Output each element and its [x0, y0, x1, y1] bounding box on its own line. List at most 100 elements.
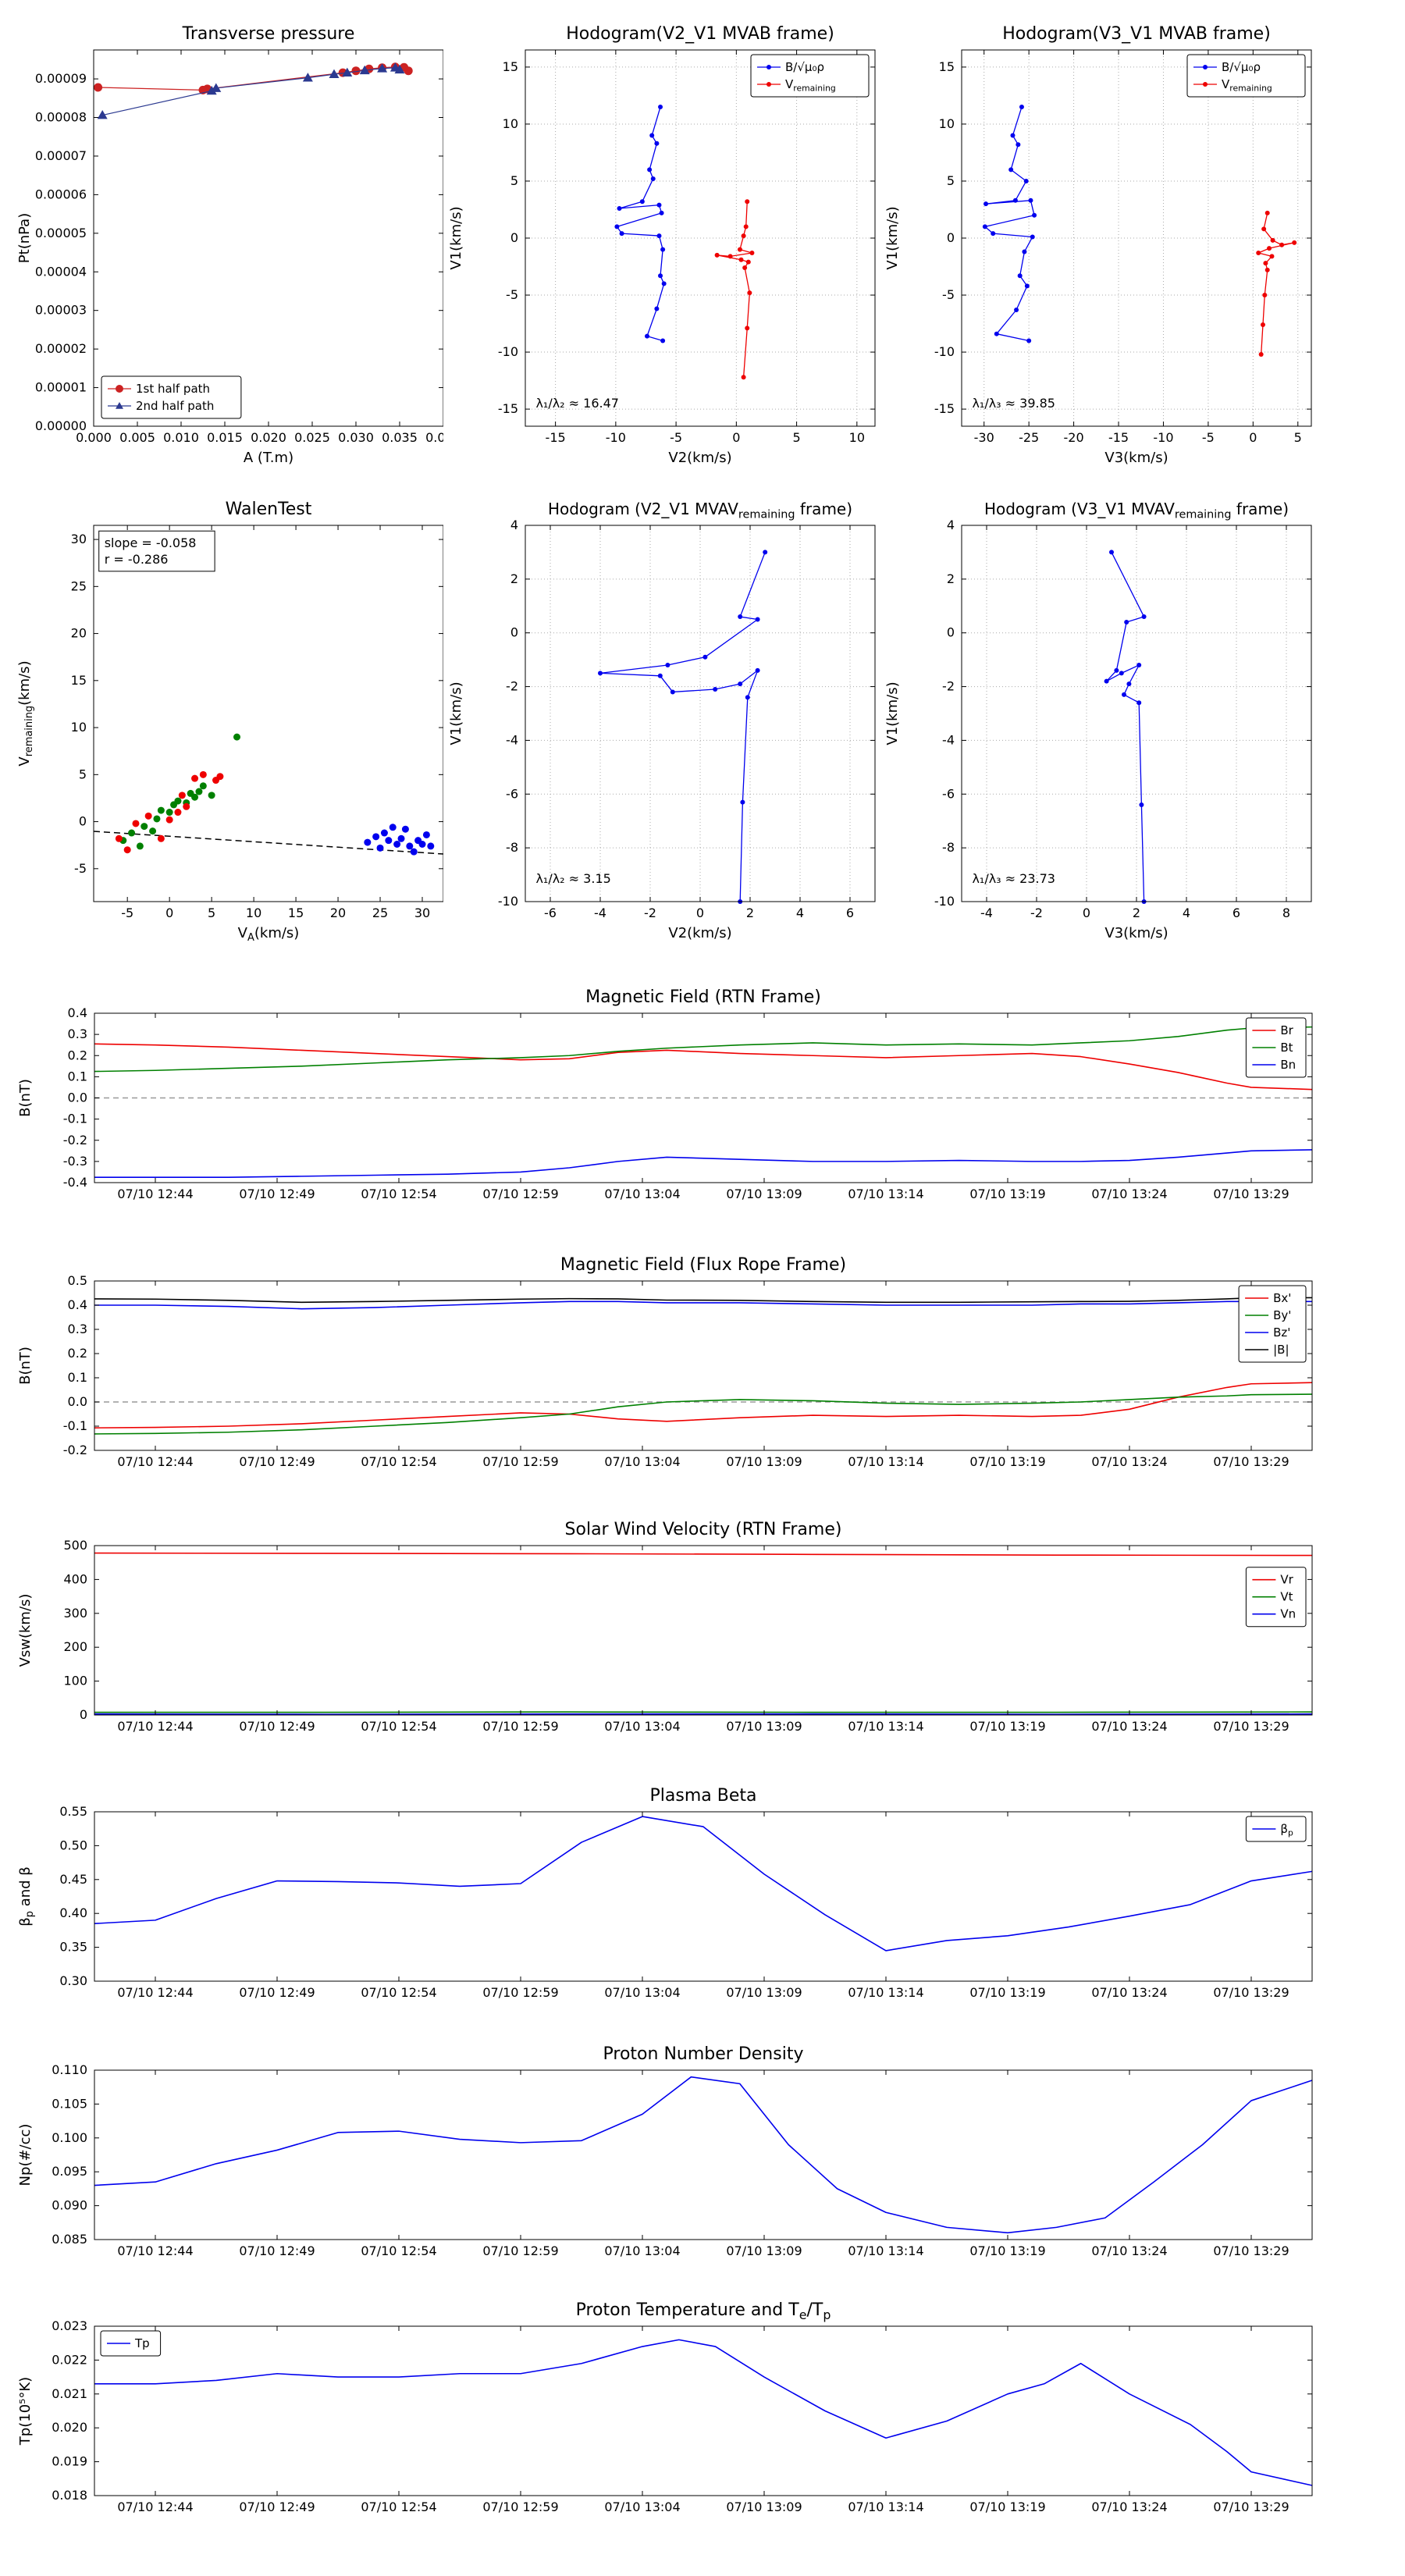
x-tick-label: 0.030	[338, 430, 374, 445]
svg-proton-density: 07/10 12:44 07/10 12:49 07/10 12:54 07/10 1…	[12, 2041, 1332, 2275]
x-tick-label: -20	[1064, 430, 1084, 445]
y-tick-label: 0	[947, 625, 955, 640]
y-tick-label: -4	[506, 732, 518, 747]
x-axis-label: VA(km/s)	[238, 925, 300, 944]
series-Bn	[94, 1149, 1313, 1179]
chart-solar-wind-velocity: 07/10 12:44 07/10 12:49 07/10 12:54 07/10 1…	[12, 1516, 1332, 1753]
x-tick-label: 07/10 12:44	[117, 1985, 193, 2000]
y-axis-label: βp and β	[17, 1866, 36, 1927]
y-tick-label: 0.00000	[35, 418, 87, 433]
series-By'	[94, 1393, 1313, 1435]
y-tick-label: 0.4	[68, 1005, 87, 1020]
y-tick-label: 0.00006	[35, 187, 87, 201]
y-tick-label: 0.55	[59, 1804, 87, 1819]
y-tick-label: 0.1	[68, 1069, 87, 1083]
x-tick-label: 0	[732, 430, 740, 445]
x-tick-label: 5	[1294, 430, 1302, 445]
legend: Br Bt Bn	[1245, 1017, 1307, 1078]
series-walen-test-0	[93, 831, 444, 855]
legend-label: Bn	[1280, 1058, 1296, 1072]
x-tick-label: -15	[546, 430, 566, 445]
x-tick-label: 07/10 12:54	[361, 1187, 436, 1201]
x-tick-label: 07/10 12:54	[361, 2500, 436, 2514]
svg-plasma-beta: 07/10 12:44 07/10 12:49 07/10 12:54 07/10 1…	[12, 1782, 1332, 2016]
y-tick-label: 0.1	[68, 1370, 87, 1385]
x-axis-label: V3(km/s)	[1104, 450, 1168, 466]
legend: Bx' By' Bz' |B|	[1238, 1285, 1307, 1363]
y-tick-label: 0.35	[59, 1940, 87, 1955]
y-tick-label: 0.022	[52, 2352, 87, 2367]
y-tick-label: 0.00009	[35, 71, 87, 86]
x-tick-label: 0.015	[207, 430, 243, 445]
y-tick-label: 0.2	[68, 1346, 87, 1361]
series-hodogram-v3v1-mvav-0	[1105, 552, 1145, 902]
series-B/√μ₀ρ	[616, 106, 665, 342]
y-tick-label: -2	[942, 679, 955, 694]
chart-title: Plasma Beta	[650, 1786, 757, 1806]
svg-transverse-pressure: 0.000 0.005 0.010 0.015 0.020 0.025 0.030 0.035…	[12, 17, 461, 473]
x-axis-label: V3(km/s)	[1104, 925, 1168, 941]
chart-title: Hodogram (V2_V1 MVAVremaining frame)	[548, 500, 852, 521]
x-tick-label: 0	[696, 906, 704, 920]
y-tick-label: 5	[79, 767, 87, 781]
y-tick-label: 2	[947, 571, 955, 586]
y-tick-label: 400	[63, 1571, 87, 1586]
y-tick-label: -0.2	[63, 1443, 87, 1457]
legend-label: 1st half path	[136, 382, 210, 396]
x-tick-label: 07/10 13:14	[848, 1719, 923, 1734]
x-tick-label: 07/10 12:54	[361, 1985, 436, 2000]
x-tick-label: 6	[846, 906, 854, 920]
x-tick-label: 07/10 13:14	[848, 2500, 923, 2514]
x-tick-label: 07/10 12:59	[482, 1454, 558, 1469]
x-tick-label: 07/10 12:54	[361, 1719, 436, 1734]
y-axis-label: Tp(10⁵°K)	[17, 2377, 34, 2446]
series-Bt	[94, 1026, 1313, 1073]
chart-title: Solar Wind Velocity (RTN Frame)	[565, 1520, 842, 1539]
legend-label: B/√μ₀ρ	[1222, 60, 1261, 74]
y-tick-label: 10	[503, 116, 518, 131]
annotation-text: λ₁/λ₂ ≈ 3.15	[535, 871, 610, 886]
legend: Tp	[100, 2330, 162, 2357]
x-tick-label: 07/10 13:24	[1091, 1985, 1167, 2000]
chart-magnetic-field-fluxrope: 07/10 12:44 07/10 12:49 07/10 12:54 07/10 1…	[12, 1251, 1332, 1489]
x-tick-label: 07/10 13:14	[848, 2243, 923, 2258]
y-tick-label: -2	[506, 679, 518, 694]
y-axis-label: Vremaining(km/s)	[16, 660, 35, 766]
y-axis-label: B(nT)	[17, 1347, 34, 1385]
y-tick-label: 0.30	[59, 1973, 87, 1988]
y-tick-label: 0	[80, 1707, 87, 1722]
x-tick-label: 4	[796, 906, 804, 920]
chart-magnetic-field-rtn: 07/10 12:44 07/10 12:49 07/10 12:54 07/10 1…	[12, 984, 1332, 1221]
annotation-text: λ₁/λ₂ ≈ 16.47	[535, 396, 619, 411]
legend-label: Tp	[134, 2336, 150, 2350]
x-tick-label: -4	[594, 906, 606, 920]
x-tick-label: 07/10 12:44	[117, 1719, 193, 1734]
y-tick-label: -10	[498, 344, 518, 359]
y-tick-label: -10	[498, 894, 518, 909]
annotation-text: λ₁/λ₃ ≈ 39.85	[972, 396, 1055, 411]
legend-label: Bz'	[1273, 1325, 1290, 1340]
x-tick-label: -6	[544, 906, 557, 920]
x-tick-label: 25	[372, 906, 388, 920]
x-tick-label: 07/10 12:44	[117, 1454, 193, 1469]
y-tick-label: 0.5	[68, 1273, 87, 1288]
y-tick-label: 4	[947, 518, 955, 532]
x-tick-label: 07/10 12:49	[239, 1187, 315, 1201]
x-tick-label: 10	[849, 430, 865, 445]
chart-hodogram-v3v1-mvav: -4 -2 0 2 4 6 8 -10 -8 -6 -4 -2 0 2 4 Hodogram (V3_V1 M…	[880, 493, 1321, 952]
x-tick-label: 07/10 13:29	[1213, 1985, 1289, 2000]
x-tick-label: 07/10 12:49	[239, 2243, 315, 2258]
x-tick-label: -5	[1202, 430, 1215, 445]
y-tick-label: 0.00004	[35, 264, 87, 279]
x-tick-label: 07/10 12:59	[482, 1187, 558, 1201]
y-tick-label: -10	[934, 894, 955, 909]
svg-proton-temp: 07/10 12:44 07/10 12:49 07/10 12:54 07/10 1…	[12, 2297, 1332, 2531]
legend-label: 2nd half path	[136, 399, 214, 413]
y-tick-label: 0.0	[68, 1394, 87, 1409]
x-tick-label: 07/10 13:14	[848, 1985, 923, 2000]
x-tick-label: 15	[288, 906, 304, 920]
x-tick-label: 07/10 13:19	[969, 1454, 1045, 1469]
x-tick-label: 07/10 12:54	[361, 2243, 436, 2258]
annotation-text: r = -0.286	[105, 552, 169, 567]
